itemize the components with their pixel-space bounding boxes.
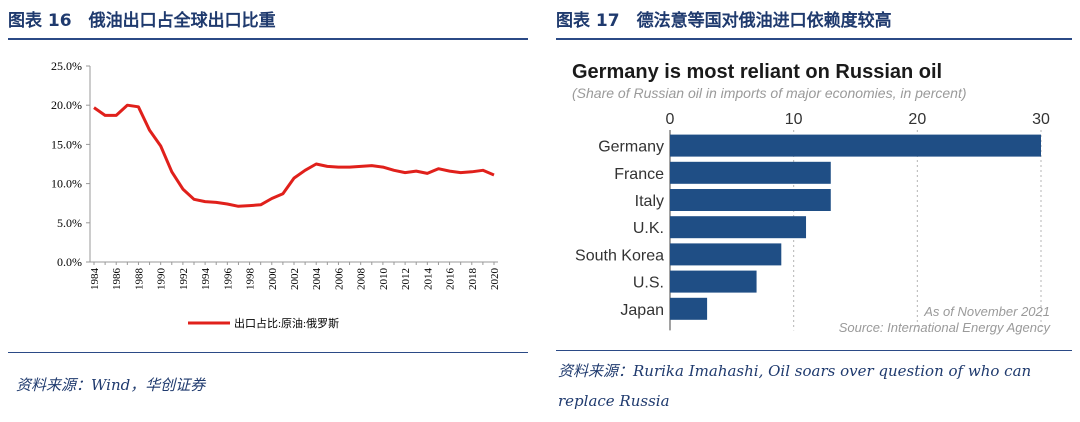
category-label: U.S. (633, 275, 664, 292)
bar-south-korea (670, 243, 782, 266)
x-tick-label: 1996 (222, 268, 234, 291)
x-tick-label: 2010 (378, 268, 390, 291)
x-tick-label: 30 (1032, 111, 1050, 128)
category-label: Italy (635, 193, 664, 210)
legend-label: 出口占比:原油:俄罗斯 (234, 316, 339, 330)
x-tick-label: 2000 (267, 268, 279, 291)
category-label: U.K. (633, 220, 664, 237)
x-tick-label: 1992 (178, 268, 190, 290)
x-tick-label: 1988 (133, 268, 145, 291)
category-label: Japan (620, 302, 664, 319)
category-label: Germany (598, 139, 664, 156)
category-label: France (614, 166, 664, 183)
y-tick-label: 10.0% (51, 177, 82, 191)
bar-germany (670, 134, 1041, 157)
x-tick-label: 2004 (311, 268, 323, 291)
bar-italy (670, 189, 831, 211)
x-tick-label: 1998 (245, 268, 257, 291)
chart-note-source: Source: International Energy Agency (839, 320, 1052, 335)
chart-subtitle: (Share of Russian oil in imports of majo… (572, 85, 967, 101)
x-tick-label: 10 (785, 111, 803, 128)
bar-u-s (670, 270, 757, 293)
left-source: 资料来源：Wind，华创证券 (16, 376, 206, 394)
russian-oil-reliance-bar-chart: Germany is most reliant on Russian oil (… (572, 61, 1052, 335)
bar-france (670, 161, 831, 184)
x-tick-label: 2016 (445, 268, 457, 291)
x-tick-label: 2006 (333, 268, 345, 291)
export-share-line-chart: 0.0% 5.0% 10.0% 15.0% 20.0% 25.0% 1984 1986 198… (51, 59, 501, 330)
x-tick-label: 2018 (467, 268, 479, 291)
x-tick-label: 2008 (356, 268, 368, 291)
right-panel-title: 图表 17 德法意等国对俄油进口依赖度较高 (556, 11, 892, 31)
right-source-line2: replace Russia (558, 392, 670, 410)
x-tick-label: 2020 (489, 268, 501, 291)
x-tick-label: 1986 (111, 268, 123, 291)
y-tick-label: 15.0% (51, 137, 82, 151)
x-tick-label: 2002 (289, 268, 301, 290)
right-source-rule (556, 350, 1072, 351)
legend: 出口占比:原油:俄罗斯 (188, 316, 339, 330)
bar-japan (670, 297, 708, 320)
x-tick-label: 20 (908, 111, 926, 128)
y-tick-label: 20.0% (51, 98, 82, 112)
chart-title: Germany is most reliant on Russian oil (572, 61, 942, 83)
left-title-rule (8, 38, 528, 40)
category-label: South Korea (575, 247, 664, 264)
chart-note-date: As of November 2021 (923, 304, 1050, 319)
x-tick-label: 2014 (422, 268, 434, 291)
bar-u-k (670, 216, 807, 239)
left-panel-title: 图表 16 俄油出口占全球出口比重 (8, 11, 276, 31)
x-tick-label: 0 (666, 111, 675, 128)
x-tick-label: 1994 (200, 268, 212, 291)
y-tick-label: 25.0% (51, 59, 82, 73)
x-tick-label: 1984 (89, 268, 101, 291)
right-title-rule (556, 38, 1072, 40)
left-source-rule (8, 352, 528, 353)
y-tick-label: 0.0% (57, 255, 82, 269)
x-tick-label: 1990 (156, 268, 168, 291)
y-tick-label: 5.0% (57, 216, 82, 230)
x-tick-label: 2012 (400, 268, 412, 290)
series-line-russia-crude-export-share (93, 103, 495, 208)
right-source-line1: 资料来源：Rurika Imahashi, Oil soars over que… (558, 362, 1032, 380)
